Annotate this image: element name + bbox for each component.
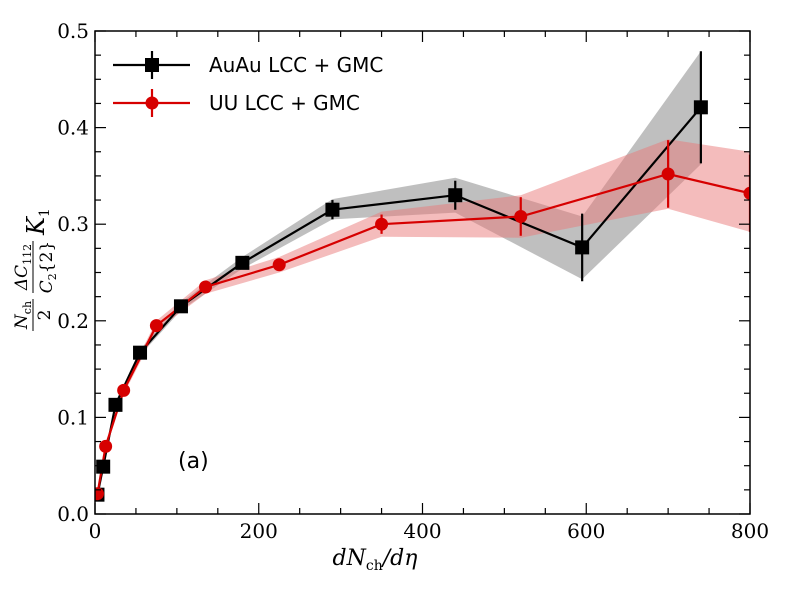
uu-point (514, 209, 528, 223)
legend: AuAu LCC + GMC UU LCC + GMC (113, 51, 383, 117)
auau-point (448, 188, 463, 203)
auau-point (108, 397, 123, 412)
y-tick-label: 0.5 (57, 19, 89, 43)
uu-point (272, 258, 286, 272)
auau-point (325, 202, 340, 217)
x-tick-label: 400 (403, 519, 441, 543)
auau-point (96, 459, 111, 474)
x-tick-label: 0 (89, 519, 102, 543)
legend-entry-auau: AuAu LCC + GMC (113, 51, 383, 79)
data-points (95, 100, 750, 502)
uu-point (375, 217, 389, 231)
auau-band (97, 51, 701, 497)
legend-marker (145, 58, 159, 72)
uu-point (743, 186, 750, 200)
plot-frame (94, 30, 751, 515)
x-axis-title: dNch/dη (333, 546, 418, 574)
uu-point (117, 383, 131, 397)
auau-point (133, 345, 148, 360)
auau-point (693, 100, 708, 115)
svg-text:ΔC112: ΔC112 (12, 244, 34, 291)
svg-text:Nch: Nch (12, 301, 34, 330)
auau-point (575, 240, 590, 255)
auau-point (173, 299, 188, 314)
auau-point (235, 255, 250, 270)
uncertainty-bands (97, 51, 750, 497)
svg-text:2: 2 (35, 310, 55, 321)
panel-label: (a) (178, 449, 209, 474)
uu-band (97, 139, 750, 497)
svg-text:dNch/dη: dNch/dη (333, 546, 418, 574)
x-tick-label: 800 (731, 519, 769, 543)
uu-point (661, 167, 675, 181)
tick-labels: 0 200 400 600 800 0.0 0.1 0.2 0.3 0.4 0.5 (57, 19, 769, 543)
y-axis-title: Nch 2 ΔC112 C2{2} K1 (12, 208, 59, 331)
svg-text:K1: K1 (22, 208, 53, 236)
legend-entry-uu: UU LCC + GMC (113, 89, 360, 117)
uu-point (99, 439, 113, 453)
x-tick-label: 200 (240, 519, 278, 543)
error-bars (96, 51, 750, 498)
y-tick-label: 0.0 (57, 502, 89, 526)
uu-line (96, 172, 750, 494)
legend-marker (145, 96, 159, 110)
uu-point (199, 280, 213, 294)
axis-ticks (94, 30, 751, 515)
svg-text:C2{2}: C2{2} (37, 241, 59, 293)
uu-point (95, 487, 104, 501)
uu-point (149, 319, 163, 333)
legend-label: AuAu LCC + GMC (209, 53, 383, 77)
y-tick-label: 0.4 (57, 116, 89, 140)
y-tick-label: 0.2 (57, 309, 89, 333)
x-tick-label: 600 (567, 519, 605, 543)
y-tick-label: 0.3 (57, 212, 89, 236)
y-tick-label: 0.1 (57, 405, 89, 429)
legend-label: UU LCC + GMC (209, 91, 360, 115)
